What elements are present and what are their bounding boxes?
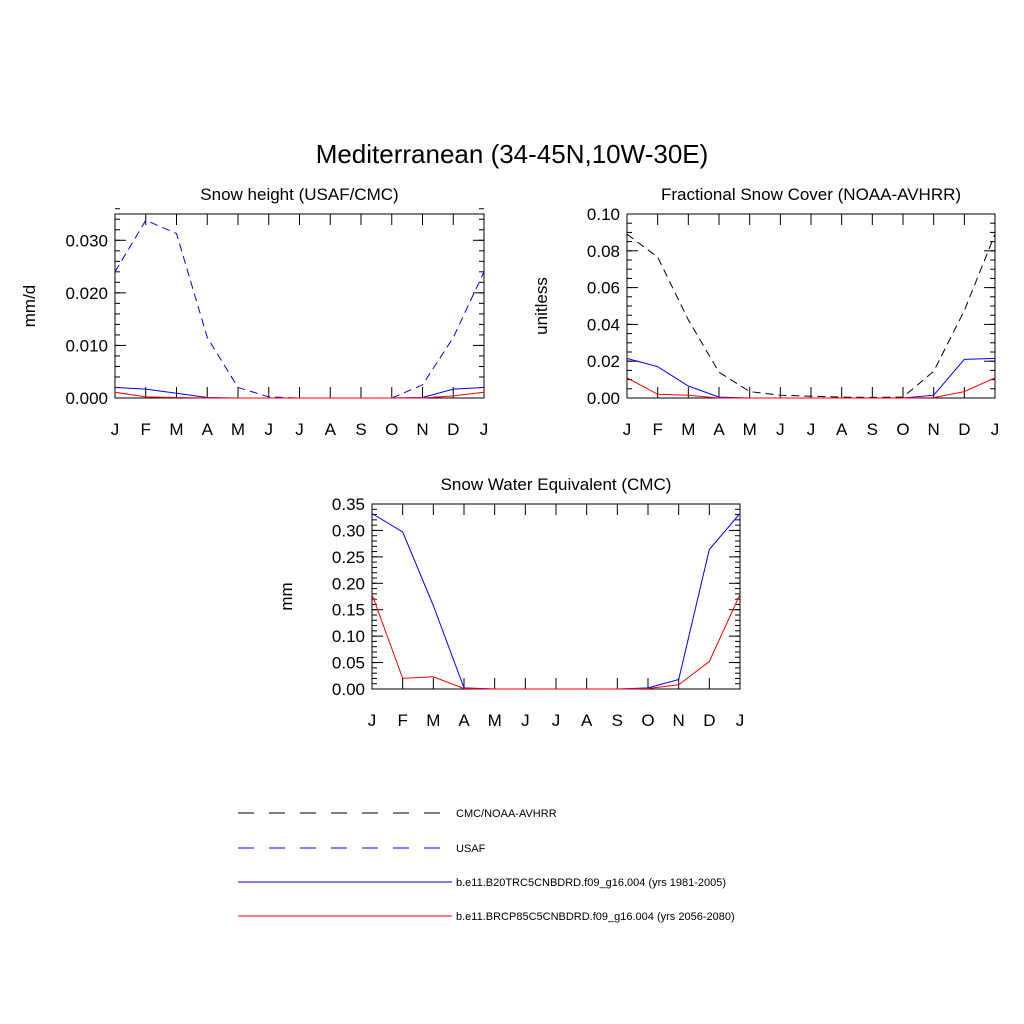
figure-title: Mediterranean (34-45N,10W-30E) [316,139,709,169]
x-tick-label: J [480,420,489,439]
series-line-3 [371,594,741,690]
y-tick-label: 0.000 [65,389,108,408]
y-axis-label: mm [277,582,296,610]
x-tick-label: A [458,711,470,730]
y-tick-label: 0.00 [587,389,620,408]
plot-frame [626,213,996,399]
x-tick-label: J [111,420,120,439]
y-tick-label: 0.15 [332,601,365,620]
legend-label: b.e11.B20TRC5CNBDRD.f09_g16.004 (yrs 198… [456,877,726,889]
chart-panels: Snow height (USAF/CMC) mm/d 0.000 0.010 0.02… [20,185,999,730]
x-tick-label: F [397,711,407,730]
series-line-2 [371,513,741,690]
x-tick-label: A [325,420,337,439]
legend-label: USAF [456,843,486,855]
x-tick-label: A [713,420,725,439]
panel-title: Snow height (USAF/CMC) [200,185,398,204]
y-tick-label: 0.10 [587,205,620,224]
panel-title: Snow Water Equivalent (CMC) [441,475,672,494]
x-tick-label: N [673,711,685,730]
legend-item-2: USAF [238,843,486,855]
x-tick-label: M [169,420,183,439]
y-tick-label: 0.25 [332,548,365,567]
legend-item-1: CMC/NOAA-AVHRR [238,808,557,820]
chart-panel-3: Snow Water Equivalent (CMC) mm 0.00 0.05 0.1… [277,475,744,730]
chart-panel-2: Fractional Snow Cover (NOAA-AVHRR) unitle… [532,185,999,439]
chart-panel-1: Snow height (USAF/CMC) mm/d 0.000 0.010 0.02… [20,185,488,439]
x-tick-label: J [368,711,377,730]
legend-item-3: b.e11.B20TRC5CNBDRD.f09_g16.004 (yrs 198… [238,877,726,889]
legend-label: b.e11.BRCP85C5CNBDRD.f09_g16.004 (yrs 20… [456,911,735,923]
x-tick-label: M [681,420,695,439]
x-tick-label: S [867,420,878,439]
y-tick-label: 0.030 [65,231,108,250]
x-tick-label: A [581,711,593,730]
x-tick-label: S [355,420,366,439]
x-tick-label: M [488,711,502,730]
series-line-3 [626,377,996,399]
legend-label: CMC/NOAA-AVHRR [456,808,557,820]
y-tick-label: 0.06 [587,279,620,298]
x-tick-label: J [623,420,632,439]
x-tick-label: D [447,420,459,439]
y-tick-label: 0.020 [65,284,108,303]
plot-frame [371,503,741,690]
y-tick-label: 0.30 [332,521,365,540]
x-tick-label: J [552,711,561,730]
x-tick-label: A [836,420,848,439]
x-tick-label: J [736,711,745,730]
y-axis-label: mm/d [20,285,39,328]
y-tick-label: 0.04 [587,315,620,334]
x-tick-label: D [703,711,715,730]
x-tick-label: J [265,420,274,439]
series-line-1 [626,233,996,398]
legend-item-4: b.e11.BRCP85C5CNBDRD.f09_g16.004 (yrs 20… [238,911,735,923]
series-line-1 [114,219,485,399]
y-tick-label: 0.02 [587,352,620,371]
x-tick-label: S [612,711,623,730]
x-tick-label: J [807,420,816,439]
x-tick-label: O [385,420,398,439]
x-tick-label: D [958,420,970,439]
x-tick-label: N [928,420,940,439]
x-tick-label: J [521,711,530,730]
x-tick-label: O [641,711,654,730]
y-tick-label: 0.08 [587,242,620,261]
x-tick-label: F [141,420,151,439]
y-tick-label: 0.05 [332,654,365,673]
y-tick-label: 0.20 [332,574,365,593]
x-tick-label: J [295,420,304,439]
y-tick-label: 0.10 [332,627,365,646]
y-tick-label: 0.35 [332,495,365,514]
x-tick-label: M [743,420,757,439]
x-tick-label: F [652,420,662,439]
y-axis-label: unitless [532,277,551,335]
plot-frame [114,213,485,399]
panel-title: Fractional Snow Cover (NOAA-AVHRR) [661,185,961,204]
x-tick-label: O [896,420,909,439]
x-tick-label: J [776,420,785,439]
x-tick-label: J [991,420,1000,439]
series-line-3 [114,391,485,399]
legend: CMC/NOAA-AVHRR USAF b.e11.B20TRC5CNBDRD.f0… [238,808,735,923]
x-tick-label: M [426,711,440,730]
x-tick-label: N [416,420,428,439]
y-tick-label: 0.010 [65,336,108,355]
x-tick-label: A [202,420,214,439]
x-tick-label: M [231,420,245,439]
y-tick-label: 0.00 [332,680,365,699]
